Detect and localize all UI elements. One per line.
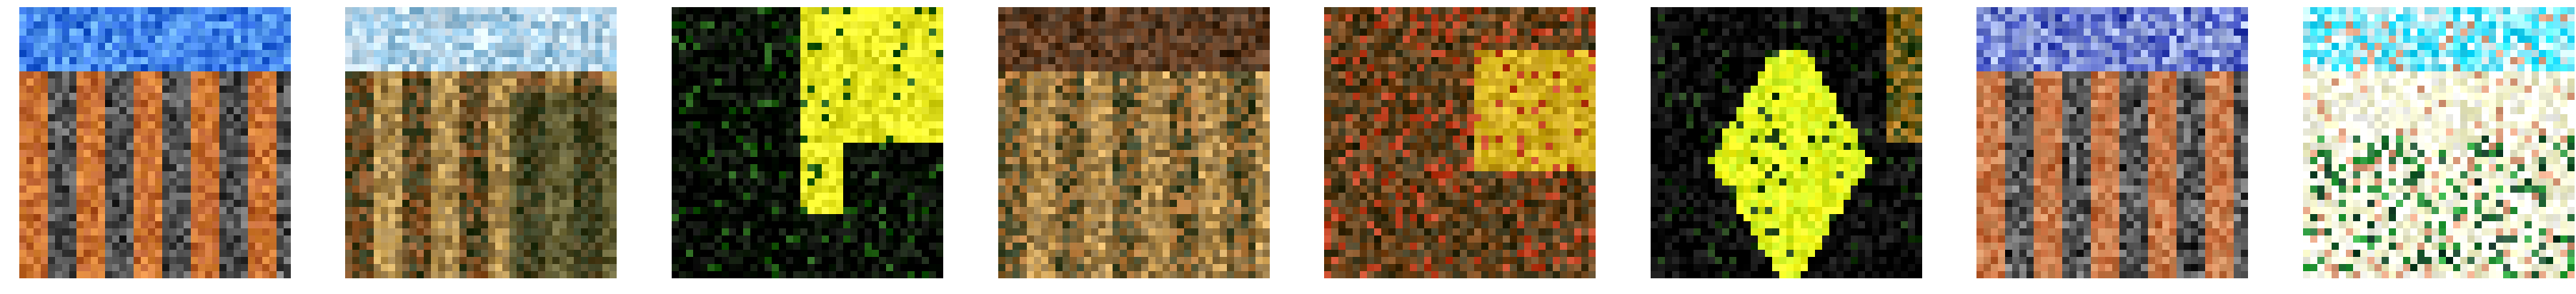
sample-1-image <box>19 7 291 278</box>
sample-3-image <box>672 7 943 278</box>
generated-sample-1 <box>19 7 291 278</box>
generated-sample-4 <box>998 7 1270 278</box>
generated-sample-8 <box>2303 7 2575 278</box>
sample-6-image <box>1651 7 1922 278</box>
sample-5-image <box>1324 7 1596 278</box>
generated-sample-7 <box>1976 7 2248 278</box>
sample-4-image <box>998 7 1270 278</box>
sample-8-image <box>2303 7 2575 278</box>
generated-sample-3 <box>672 7 943 278</box>
generated-sample-6 <box>1651 7 1922 278</box>
generated-sample-5 <box>1324 7 1596 278</box>
sample-7-image <box>1976 7 2248 278</box>
sample-2-image <box>345 7 617 278</box>
generated-sample-2 <box>345 7 617 278</box>
